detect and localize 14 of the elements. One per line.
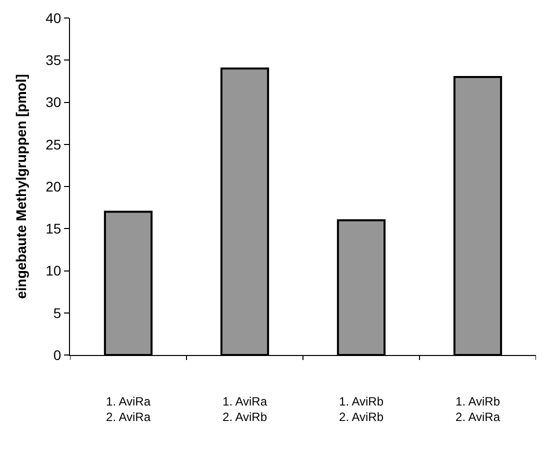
y-tick-label: 30 <box>46 94 62 110</box>
x-tick-label: 1. AviRb 2. AviRb <box>339 394 384 424</box>
y-tick-label: 5 <box>53 304 62 321</box>
y-tick-label: 20 <box>46 178 62 194</box>
y-tick-label: 40 <box>46 10 62 26</box>
y-tick-label: 15 <box>46 220 62 237</box>
x-tick-label: 1. AviRa 2. AviRb <box>222 394 268 424</box>
y-axis-title: eingebaute Methylgruppen [pmol] <box>13 74 30 299</box>
x-tick-label: 1. AviRa 2. AviRa <box>106 394 151 424</box>
y-tick-label: 35 <box>46 52 62 68</box>
y-tick-label: 25 <box>46 136 62 152</box>
x-tick-label: 1. AviRb 2. AviRa <box>456 394 500 424</box>
y-tick-label: 0 <box>53 346 62 363</box>
y-tick-label: 10 <box>46 262 62 279</box>
